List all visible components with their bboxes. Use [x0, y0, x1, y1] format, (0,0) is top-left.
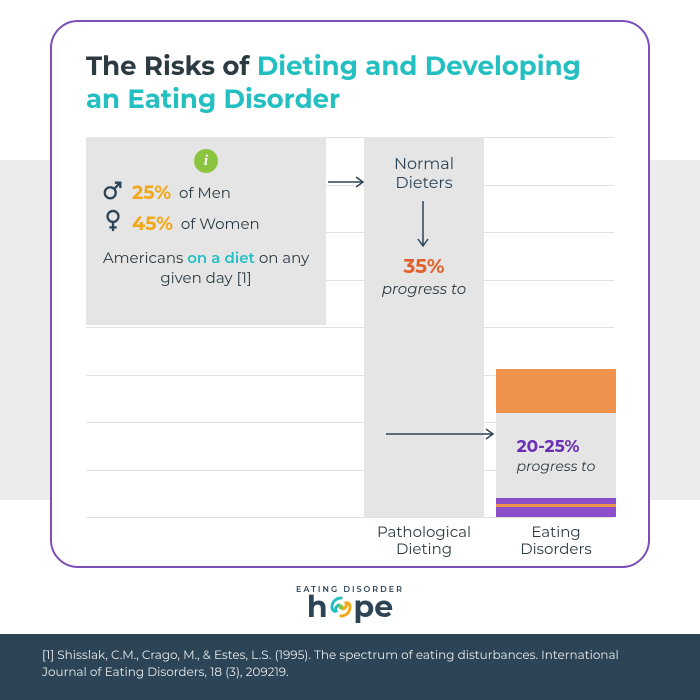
arrow-to-eating-icon — [386, 427, 498, 441]
arrow-to-normal-icon — [328, 175, 368, 189]
bar-eating-disorders-box: 20-25% progress to — [496, 413, 616, 499]
xlabel-eating-disorders: Eating Disorders — [496, 524, 616, 557]
step2-pct: 20-25% — [517, 437, 596, 457]
stat-subtext: Americans on a diet on any given day [1] — [102, 248, 310, 289]
bar-normal-dieters — [364, 137, 484, 517]
logo: EATING DISORDER h pe — [0, 578, 700, 620]
women-pct: 45% — [132, 212, 173, 235]
page-title: The Risks of Dieting and Developing an E… — [86, 50, 614, 115]
stat-women-row: 45% of Women — [102, 209, 310, 238]
bar-eating-disorders-stripe-top — [496, 498, 616, 504]
normal-dieters-label: Normal Dieters — [364, 155, 484, 193]
step1-label: progress to — [364, 279, 484, 298]
step1-pct: 35% — [364, 255, 484, 279]
chart-area: 20-25% progress to Normal Dieters 35% pr… — [86, 137, 614, 557]
arrow-down-icon — [416, 201, 430, 251]
bar-eating-disorders-stripe-bottom — [496, 507, 616, 517]
female-icon — [102, 209, 124, 238]
stat-men-row: 25% of Men — [102, 179, 310, 206]
footer-citation: [1] Shisslak, C.M., Crago, M., & Estes, … — [0, 634, 700, 700]
xlabel-pathological: Pathological Dieting — [364, 524, 484, 557]
info-icon: i — [194, 149, 218, 173]
men-label: of Men — [179, 183, 231, 202]
women-label: of Women — [181, 214, 260, 233]
title-part-1: The Risks of — [86, 50, 257, 82]
logo-swirl-icon — [329, 595, 353, 619]
stat-box: i 25% of Men 45% of Women Americans on a… — [86, 137, 326, 325]
step2-text: 20-25% progress to — [517, 437, 596, 475]
step2-label: progress to — [517, 457, 596, 475]
step1-text: 35% progress to — [364, 255, 484, 298]
men-pct: 25% — [132, 181, 171, 204]
logo-main: h pe — [307, 593, 393, 620]
main-card: The Risks of Dieting and Developing an E… — [50, 20, 650, 568]
male-icon — [102, 179, 124, 206]
